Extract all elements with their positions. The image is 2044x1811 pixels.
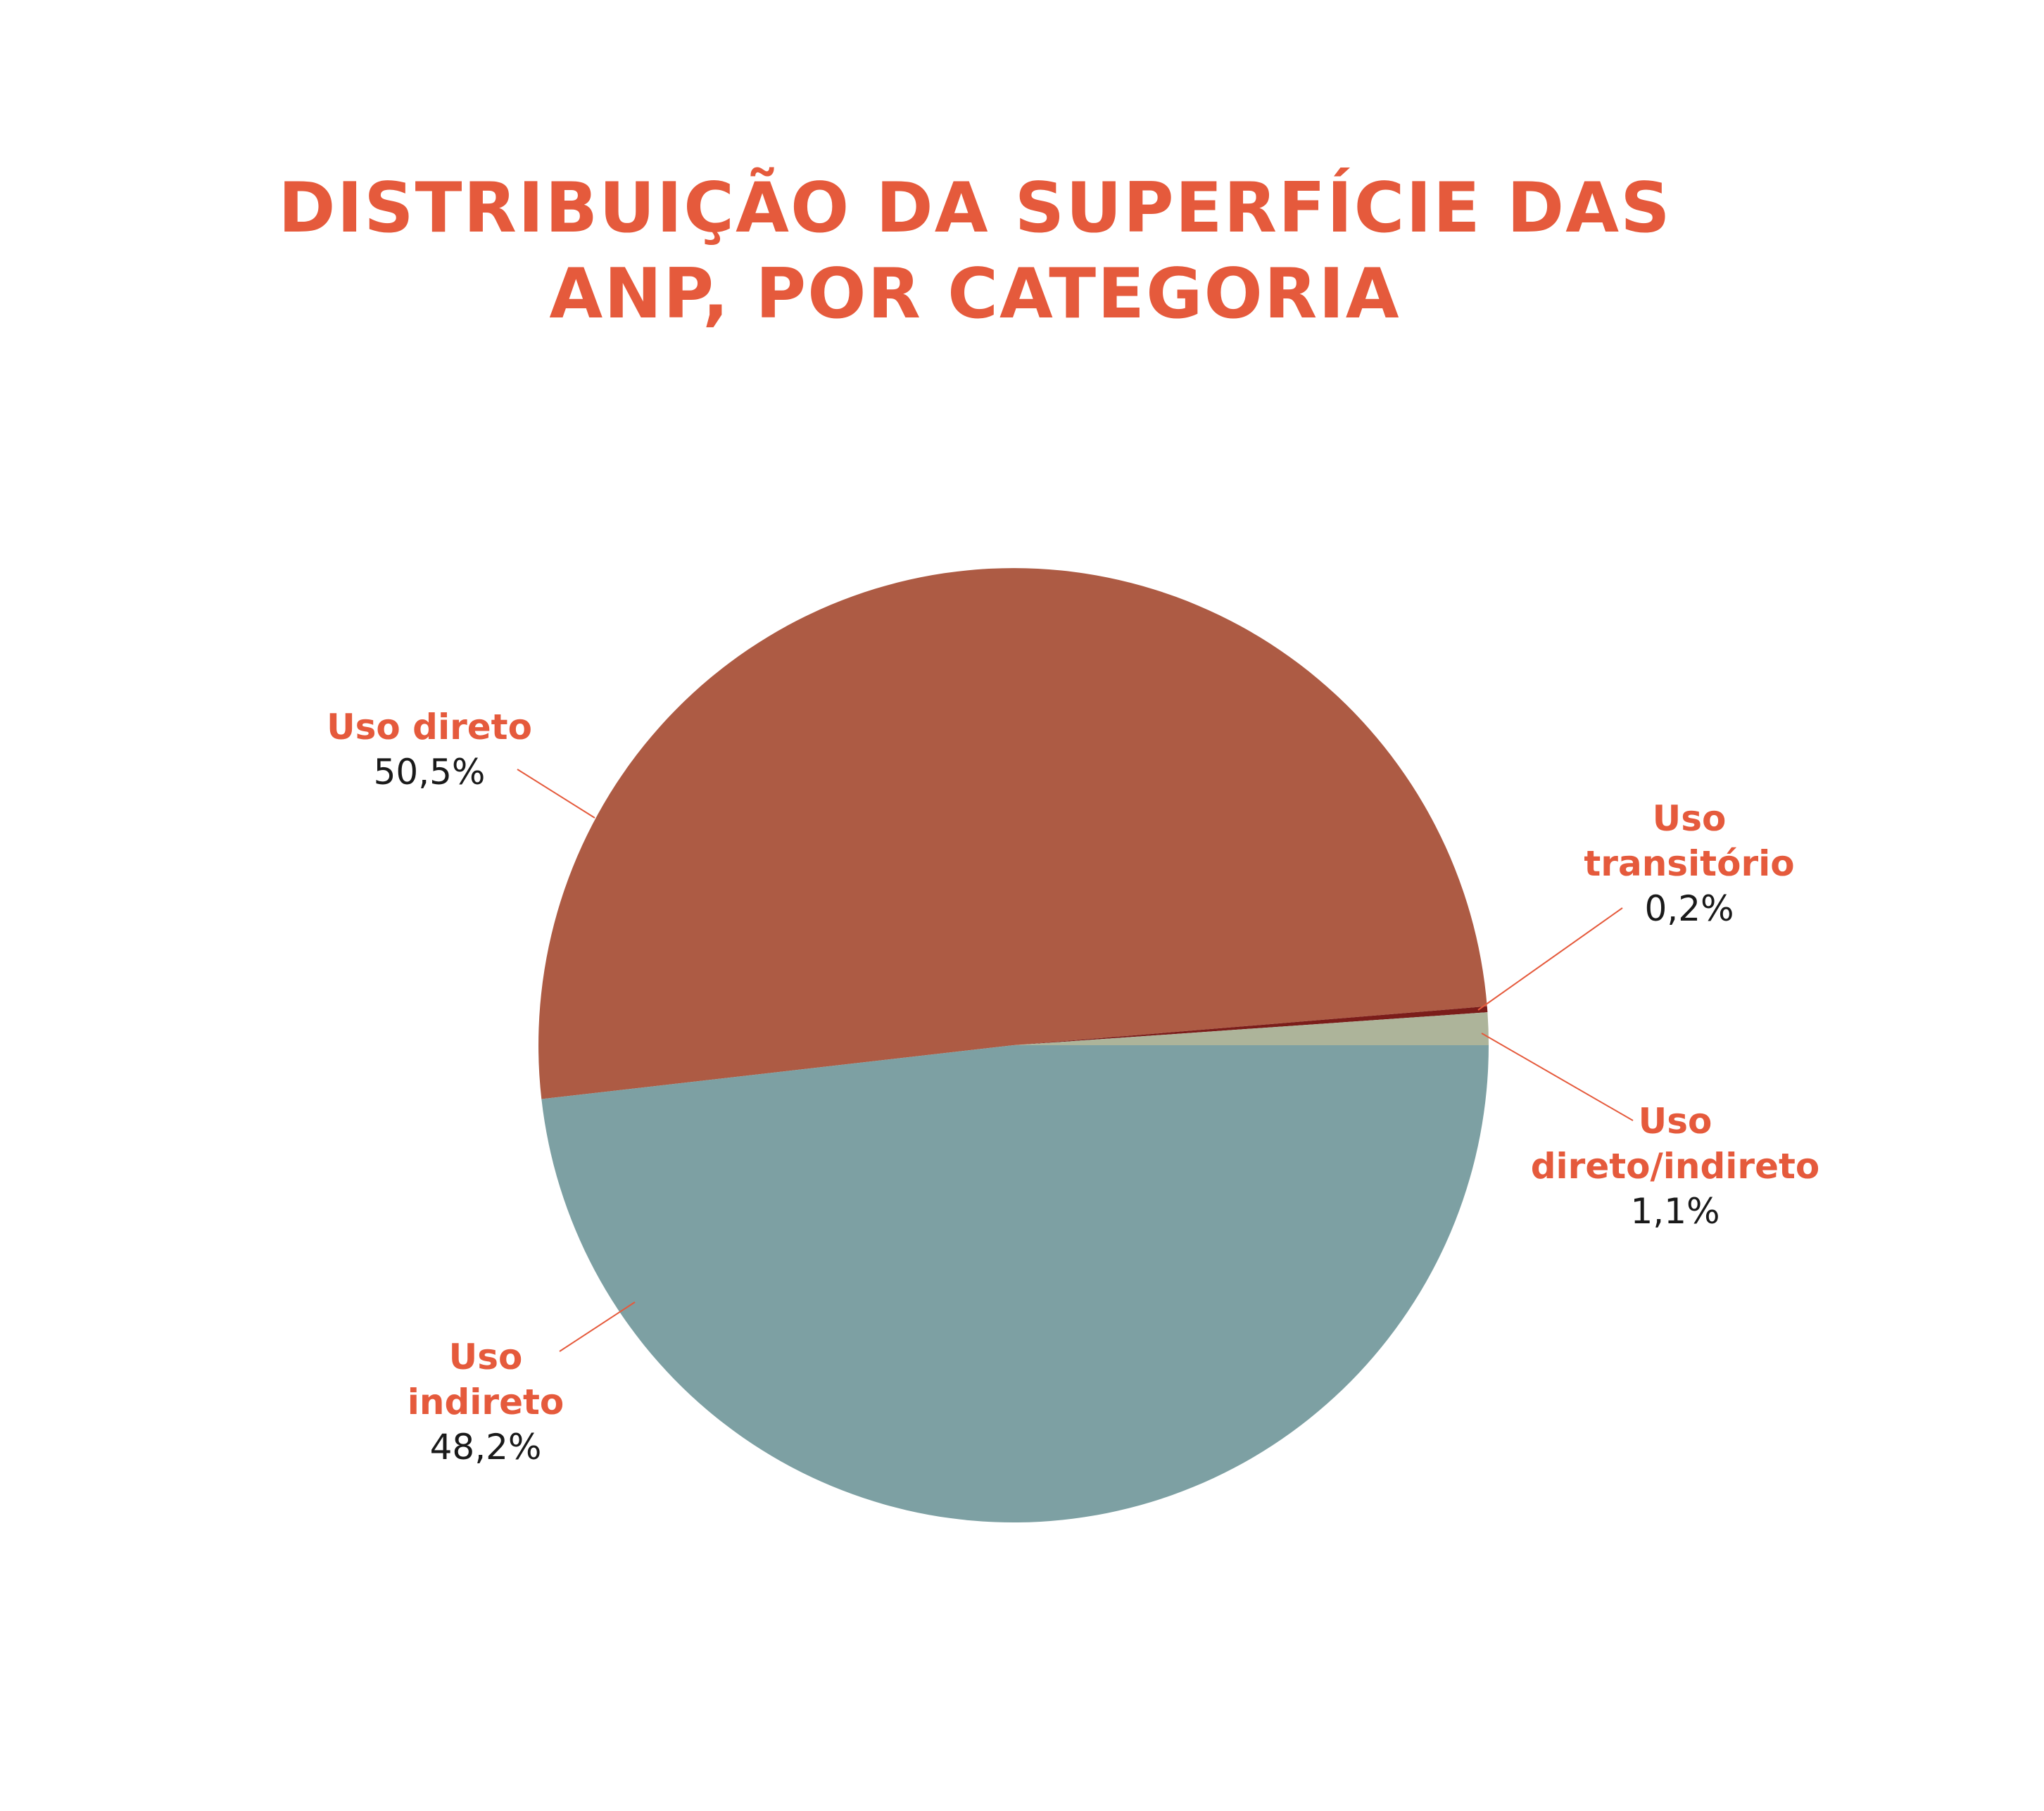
slice-label-3-line-1: Uso (1639, 1101, 1712, 1142)
slice-value-4: 48,2% (430, 1427, 542, 1468)
slice-label-2-line-2: transitório (1584, 843, 1794, 884)
slice-labels: Uso direto50,5%Usotransitório0,2%Usodire… (327, 707, 1819, 1468)
pie-slice-2 (1014, 1006, 1488, 1045)
slice-label-3-line-2: direto/indireto (1531, 1146, 1820, 1187)
slice-label-4-line-2: indireto (408, 1382, 564, 1422)
chart-title-line-2: ANP, POR CATEGORIA (549, 254, 1401, 334)
leader-line-2 (1477, 907, 1623, 1011)
leader-line-1 (517, 769, 595, 819)
pie-slice-4 (541, 1045, 1489, 1523)
pie-slice-3 (1014, 1012, 1489, 1045)
slice-label-2-line-1: Uso (1653, 798, 1727, 839)
slice-label-1-line-1: Uso direto (327, 707, 532, 747)
slice-value-3: 1,1% (1630, 1191, 1720, 1232)
chart-title: DISTRIBUIÇÃO DA SUPERFÍCIE DAS ANP, POR … (0, 165, 1950, 337)
slice-label-4-line-1: Uso (449, 1337, 523, 1377)
slice-value-1: 50,5% (374, 752, 486, 793)
leader-line-3 (1481, 1033, 1634, 1121)
pie-slices (538, 568, 1489, 1523)
leader-line-4 (559, 1301, 636, 1352)
pie-slice-1 (538, 568, 1487, 1099)
slice-value-2: 0,2% (1644, 888, 1734, 929)
chart-title-line-1: DISTRIBUIÇÃO DA SUPERFÍCIE DAS (278, 168, 1672, 248)
